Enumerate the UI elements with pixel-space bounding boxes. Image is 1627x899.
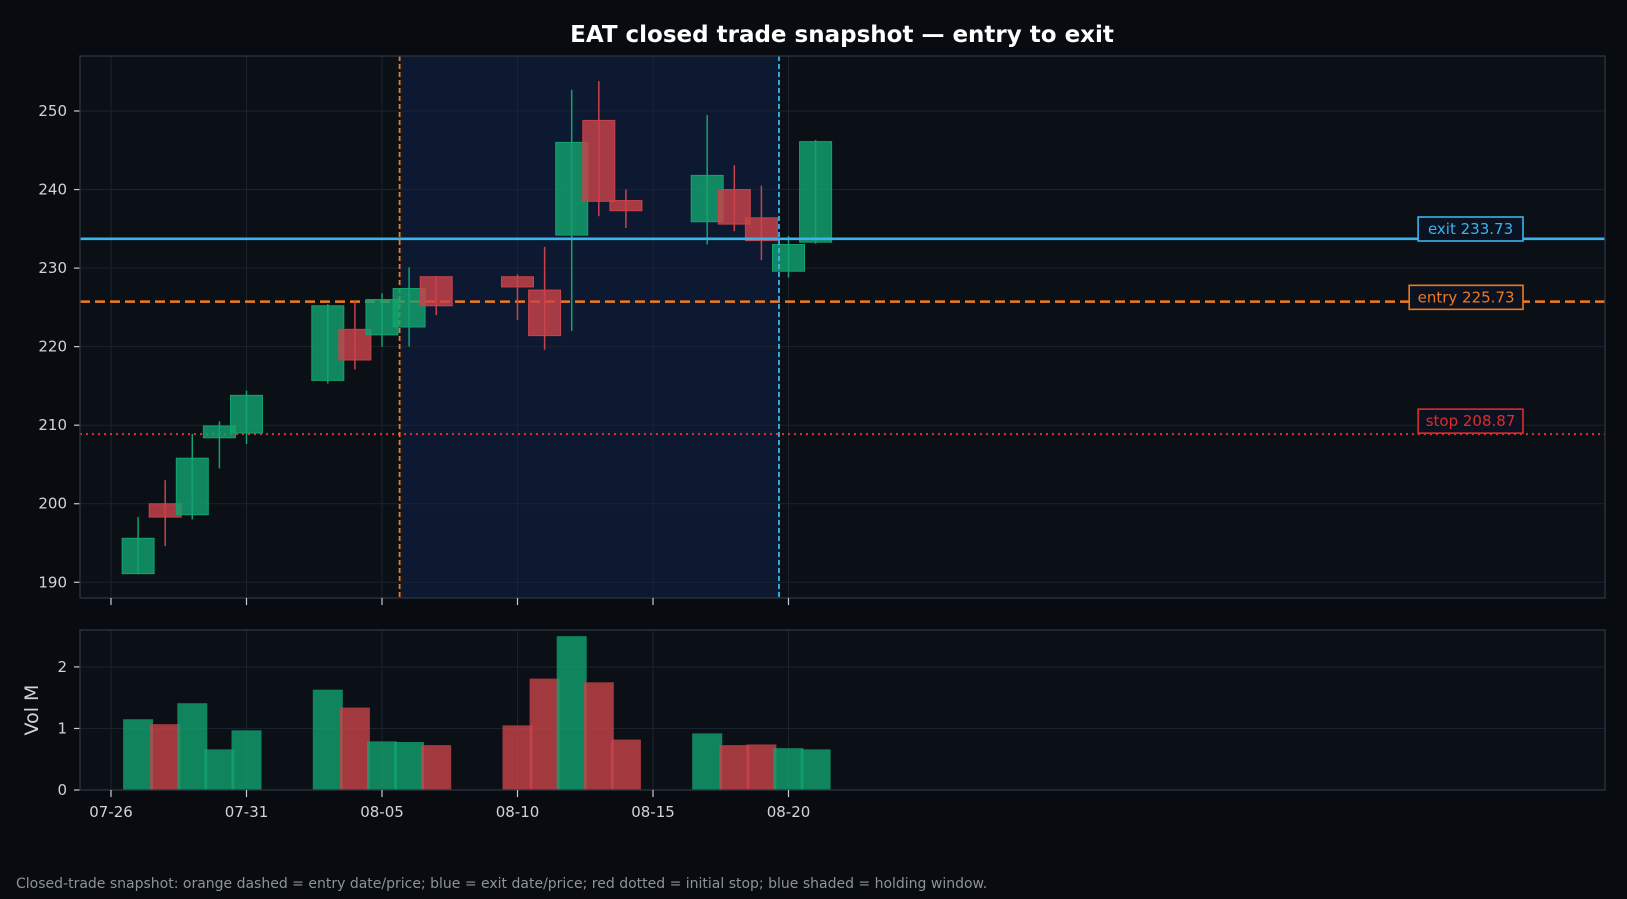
date-tick-label: 08-15: [631, 803, 675, 821]
entry-line-group: [80, 56, 1605, 598]
stop-label: stop 208.87: [1417, 408, 1524, 434]
exit-line-group: [80, 56, 1605, 598]
candle-down: [582, 81, 616, 217]
volume-bars: [123, 636, 831, 790]
chart-caption: Closed-trade snapshot: orange dashed = e…: [16, 876, 988, 892]
volume-bar-down: [339, 707, 370, 790]
candle-body: [338, 328, 372, 361]
price-axis: 190 200 210 220 230 240 250: [38, 102, 80, 591]
candle-down: [338, 301, 372, 370]
candle-down: [744, 185, 778, 261]
volume-bar-down: [529, 678, 560, 790]
exit-label-text: exit 233.73: [1428, 220, 1513, 238]
volume-bar-up: [692, 733, 723, 790]
entry-label-box: [1408, 284, 1524, 311]
volume-panel: [80, 630, 1605, 790]
stop-label-text: stop 208.87: [1426, 412, 1516, 430]
volume-bar-up: [773, 748, 804, 790]
chart-title: EAT closed trade snapshot — entry to exi…: [570, 22, 1114, 48]
volume-bar-down: [746, 744, 777, 790]
candle-up: [799, 140, 833, 244]
volume-tick-label: 0: [57, 781, 67, 799]
price-annotations: exit 233.73 entry 225.73 stop 208.87: [1408, 216, 1524, 434]
price-tick-label: 220: [38, 338, 67, 356]
date-tick-label: 08-05: [360, 803, 404, 821]
entry-label-text: entry 225.73: [1418, 288, 1515, 306]
volume-bar-down: [421, 745, 452, 790]
candle-up: [772, 235, 805, 278]
candle-up: [392, 267, 426, 347]
volume-axis-label: Vol M: [21, 685, 43, 736]
candle-body: [528, 289, 562, 337]
candlesticks: [121, 81, 833, 575]
volume-tick-label: 1: [57, 719, 67, 737]
price-tick-label: 200: [38, 495, 67, 513]
price-tick-label: 230: [38, 259, 67, 277]
candle-up: [311, 304, 345, 384]
date-axis: 07-26 07-31 08-05 08-10 08-15 08-20: [89, 598, 810, 821]
candle-body: [121, 537, 155, 575]
volume-tick-label: 2: [57, 658, 67, 676]
volume-bar-up: [123, 719, 154, 790]
volume-axis: 0 1 2: [57, 658, 80, 799]
date-tick-label: 08-20: [767, 803, 811, 821]
price-tick-label: 190: [38, 573, 67, 591]
candle-body: [582, 119, 616, 202]
price-tick-label: 210: [38, 416, 67, 434]
candle-down: [528, 246, 562, 350]
volume-bar-up: [231, 730, 262, 790]
volume-bar-up: [204, 749, 235, 790]
candle-body: [744, 217, 778, 242]
candle-body: [175, 457, 209, 516]
volume-bar-down: [502, 725, 533, 790]
volume-bar-up: [177, 703, 208, 790]
candle-body: [799, 141, 833, 243]
candle-up: [230, 390, 263, 445]
exit-label: exit 233.73: [1417, 216, 1524, 242]
candle-down: [609, 189, 643, 229]
volume-bar-up: [556, 636, 587, 790]
price-tick-label: 240: [38, 181, 67, 199]
volume-bar-up: [312, 689, 343, 790]
volume-panel-border: [79, 629, 1606, 791]
date-tick-label: 08-10: [496, 803, 540, 821]
stop-label-box: [1417, 408, 1524, 434]
candle-body: [230, 394, 263, 434]
candle-up: [121, 517, 155, 575]
candle-down: [501, 274, 534, 320]
candle-down: [419, 275, 453, 316]
price-panel: [80, 56, 1605, 598]
date-tick-label: 07-26: [89, 803, 133, 821]
candle-up: [175, 433, 209, 520]
date-tick-label: 07-31: [225, 803, 269, 821]
volume-bar-up: [367, 741, 397, 790]
volume-bar-down: [583, 682, 614, 790]
volume-bar-up: [800, 749, 831, 790]
price-panel-border: [79, 55, 1606, 599]
exit-label-box: [1417, 216, 1524, 242]
volume-bar-up: [394, 742, 425, 790]
volume-bar-down: [610, 739, 641, 790]
entry-label: entry 225.73: [1408, 284, 1524, 311]
candle-body: [501, 276, 534, 288]
candle-body: [609, 200, 643, 212]
price-tick-label: 250: [38, 102, 67, 120]
candle-body: [772, 244, 805, 272]
volume-bar-down: [150, 724, 181, 790]
volume-bar-down: [719, 745, 750, 790]
candle-body: [419, 276, 453, 307]
